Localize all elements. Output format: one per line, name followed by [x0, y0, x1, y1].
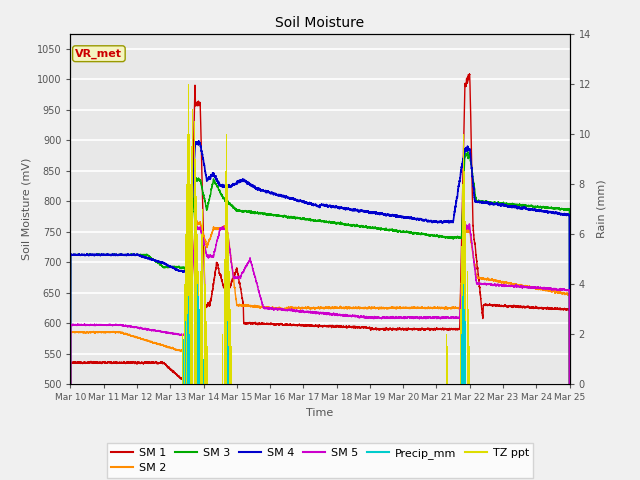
Bar	[227, 184, 228, 384]
Bar	[194, 121, 195, 384]
Legend: SM 1, SM 2, SM 3, SM 4, SM 5, Precip_mm, TZ ppt: SM 1, SM 2, SM 3, SM 4, SM 5, Precip_mm,…	[107, 444, 533, 478]
Bar	[463, 134, 464, 384]
Bar	[229, 271, 230, 384]
SM 1	[385, 326, 393, 332]
SM 3	[475, 198, 483, 204]
SM 4	[455, 181, 463, 187]
Bar	[198, 271, 199, 384]
Bar	[191, 146, 192, 384]
SM 5	[455, 315, 463, 321]
SM 4	[566, 433, 573, 439]
Bar	[185, 234, 186, 384]
SM 5	[566, 472, 573, 478]
Bar	[207, 347, 208, 384]
Bar	[182, 334, 183, 384]
SM 4	[195, 138, 203, 144]
Bar	[200, 271, 201, 384]
Text: VR_met: VR_met	[76, 48, 122, 59]
Bar	[226, 134, 227, 384]
SM 2	[468, 241, 476, 247]
Y-axis label: Soil Moisture (mV): Soil Moisture (mV)	[21, 157, 31, 260]
SM 4	[468, 165, 476, 171]
SM 3	[455, 235, 463, 240]
SM 1	[466, 72, 474, 77]
SM 3	[468, 163, 476, 169]
SM 5	[385, 315, 393, 321]
SM 3	[442, 235, 449, 240]
SM 2	[93, 329, 100, 335]
SM 5	[93, 322, 100, 327]
SM 5	[468, 238, 476, 244]
X-axis label: Time: Time	[307, 408, 333, 418]
Bar	[202, 209, 204, 384]
SM 2	[193, 218, 201, 224]
SM 5	[442, 314, 449, 320]
Bar	[446, 334, 447, 384]
SM 1	[475, 274, 483, 280]
SM 4	[442, 218, 449, 224]
SM 4	[475, 199, 483, 205]
Line: SM 5: SM 5	[70, 224, 570, 480]
Title: Soil Moisture: Soil Moisture	[275, 16, 365, 30]
Bar	[461, 246, 462, 384]
Bar	[186, 184, 187, 384]
Line: SM 2: SM 2	[70, 221, 570, 480]
SM 2	[475, 275, 483, 281]
SM 2	[442, 304, 449, 310]
SM 2	[455, 305, 463, 311]
SM 4	[67, 469, 74, 475]
SM 1	[93, 359, 100, 365]
Bar	[189, 134, 190, 384]
Line: SM 3: SM 3	[70, 151, 570, 471]
Y-axis label: Rain (mm): Rain (mm)	[596, 180, 607, 238]
Line: SM 4: SM 4	[70, 141, 570, 472]
Bar	[195, 159, 196, 384]
Bar	[447, 347, 448, 384]
SM 2	[385, 305, 393, 311]
SM 3	[566, 431, 573, 437]
Bar	[224, 259, 225, 384]
SM 4	[385, 212, 393, 218]
SM 5	[465, 221, 473, 227]
Bar	[204, 246, 205, 384]
SM 1	[442, 326, 449, 332]
Bar	[199, 309, 200, 384]
SM 5	[475, 281, 483, 287]
Bar	[228, 234, 229, 384]
Bar	[468, 347, 470, 384]
Bar	[230, 309, 231, 384]
SM 1	[468, 155, 476, 160]
Bar	[197, 234, 198, 384]
SM 3	[385, 228, 393, 234]
SM 3	[93, 252, 100, 258]
SM 3	[67, 468, 74, 474]
Bar	[460, 309, 461, 384]
Bar	[188, 84, 189, 384]
Bar	[465, 221, 466, 384]
SM 4	[93, 252, 100, 258]
SM 2	[566, 473, 573, 479]
Bar	[187, 134, 188, 384]
Bar	[462, 184, 463, 384]
SM 1	[455, 326, 463, 332]
Line: SM 1: SM 1	[70, 74, 570, 480]
Bar	[206, 322, 207, 384]
SM 3	[464, 148, 472, 154]
